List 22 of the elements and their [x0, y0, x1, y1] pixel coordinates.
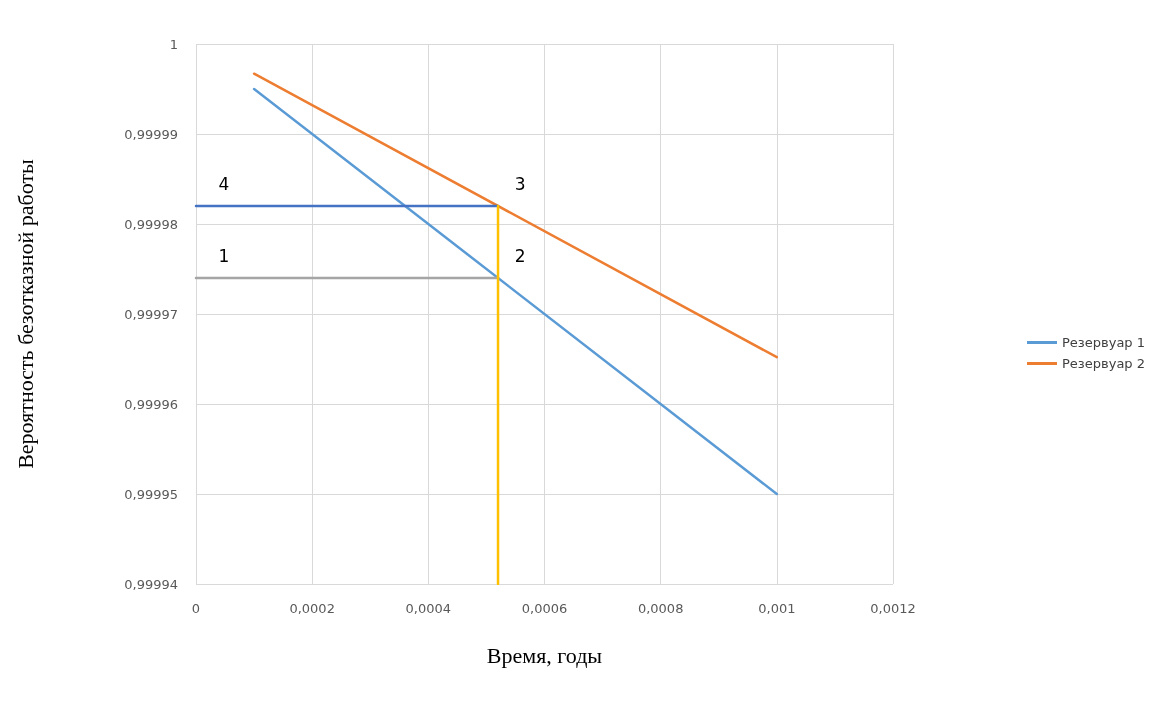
x-tick-label: 0,0006 [521, 601, 568, 616]
annotation: 1 [218, 246, 230, 266]
legend-label: Резервуар 1 [1062, 335, 1146, 350]
y-axis-title: Вероятность безотказной работы [12, 158, 38, 469]
y-tick-label: 0,99994 [124, 576, 178, 592]
x-tick-label: 0,0012 [870, 601, 916, 616]
y-tick-label: 0,99998 [124, 216, 178, 232]
x-axis-title: Время, годы [486, 642, 603, 668]
x-tick-label: 0,0008 [637, 601, 684, 616]
x-tick-label: 0,0004 [405, 601, 452, 616]
annotation: 2 [514, 246, 526, 266]
y-tick-label: 1 [169, 36, 178, 52]
annotation: 4 [218, 174, 230, 194]
y-tick-label: 0,99996 [124, 396, 178, 412]
y-tick-label: 0,99999 [124, 126, 178, 142]
x-tick-label: 0,001 [758, 601, 796, 616]
y-tick-label: 0,99997 [124, 306, 178, 322]
x-tick-label: 0,0002 [289, 601, 335, 616]
annotation: 3 [514, 174, 526, 194]
y-tick-label: 0,99995 [124, 486, 178, 502]
x-tick-label: 0 [191, 601, 201, 616]
legend-label: Резервуар 2 [1062, 356, 1146, 371]
